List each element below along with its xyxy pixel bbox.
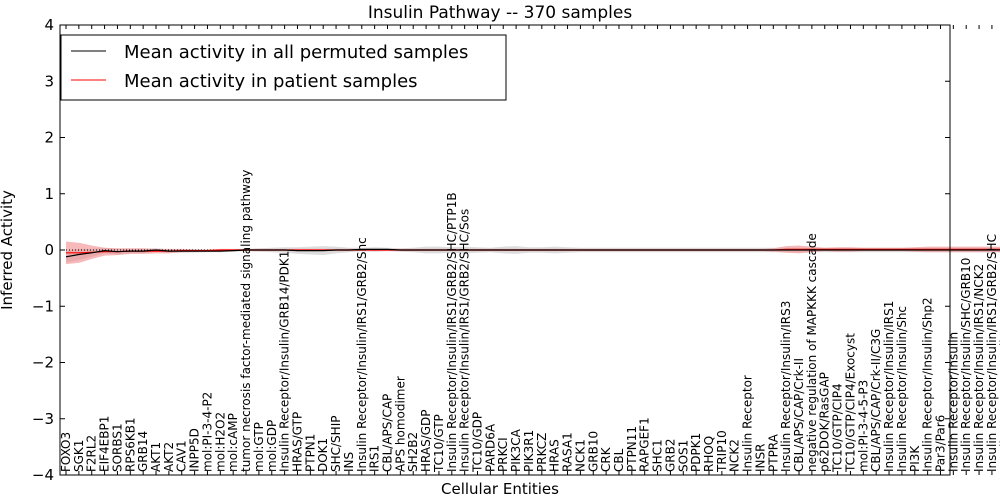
x-tick-label: IRS1: [368, 445, 382, 472]
x-tick-label: Insulin Receptor/Insulin/IRS1/GRB2/SHC/P…: [445, 192, 459, 472]
x-tick-label: Insulin Receptor/Insulin/Shc: [895, 306, 909, 472]
x-tick-label: SHC1: [651, 439, 665, 472]
legend-label-permuted: Mean activity in all permuted samples: [124, 42, 468, 63]
x-tick-label: mol:GDP: [265, 420, 279, 472]
x-tick-label: AKT1: [149, 442, 163, 472]
x-tick-label: CAV1: [175, 440, 189, 472]
x-tick-label: GRB10: [586, 431, 600, 472]
y-tick-label: 3: [44, 72, 54, 90]
x-tick-label: CBL: [612, 448, 626, 472]
x-tick-label: RASA1: [561, 432, 575, 472]
x-tick-label: mol:H2O2: [213, 412, 227, 472]
x-tick-label: PTPN11: [625, 426, 639, 472]
x-tick-label: Insulin Receptor/Insulin/IRS1/GRB2/SHC: [985, 234, 999, 472]
x-tick-label: TC10/GDP: [471, 412, 485, 473]
x-tick-label: Insulin Receptor/Insulin/SHC/GRB2/Sos1: [998, 232, 1000, 472]
x-tick-label: INS: [342, 452, 356, 472]
y-axis-label: Inferred Activity: [0, 190, 16, 310]
chart-title: Insulin Pathway -- 370 samples: [368, 3, 633, 23]
x-tick-label: SORBS1: [110, 423, 124, 472]
x-tick-label: FOXO3: [59, 432, 73, 472]
x-tick-labels: FOXO3SGK1F2RL2EIF4EBP1SORBS1RPS6KB1GRB14…: [59, 170, 1000, 473]
x-tick-label: AKT2: [162, 442, 176, 472]
x-tick-label: RAPGEF1: [638, 417, 652, 472]
x-tick-label: mol:PI-3-4-5-P3: [856, 380, 870, 472]
y-tick-label: −4: [32, 466, 54, 484]
x-tick-label: Insulin Receptor/Insulin/SHC/GRB10: [959, 258, 973, 472]
y-tick-label: 2: [44, 129, 54, 147]
x-tick-label: CRK: [599, 446, 613, 472]
x-tick-label: Insulin Receptor/Insulin/GRB14/PDK1: [278, 251, 292, 472]
x-tick-label: Insulin Receptor/Insulin/IRS3: [779, 301, 793, 472]
x-tick-label: SH2B2: [406, 432, 420, 472]
x-tick-label: NCK2: [728, 439, 742, 472]
y-tick-label: 0: [44, 241, 54, 259]
x-tick-label: INPP5D: [188, 428, 202, 472]
series-lines: [65, 248, 1000, 258]
y-tick-label: −2: [32, 354, 54, 372]
x-tick-label: SOS1: [676, 440, 690, 472]
x-tick-label: PDPK1: [689, 433, 703, 472]
legend: Mean activity in all permuted samples Me…: [60, 34, 507, 101]
x-tick-label: PARD6A: [483, 423, 497, 472]
x-tick-label: PIK3CA: [509, 428, 523, 472]
x-tick-label: Insulin Receptor/Insulin: [946, 332, 960, 472]
x-tick-label: p62DOK/RasGAP: [818, 372, 832, 472]
x-tick-label: Par3/Par6: [934, 415, 948, 472]
x-tick-label: NCK1: [573, 439, 587, 472]
y-tick-label: 1: [44, 185, 54, 203]
x-tick-label: GRB2: [663, 438, 677, 472]
x-tick-label: F2RL2: [85, 435, 99, 472]
x-tick-label: TC10/GTP/CIP4: [831, 383, 845, 473]
x-tick-label: HRAS/GTP: [291, 412, 305, 472]
y-tick-label: −3: [32, 410, 54, 428]
x-tick-label: PRKCI: [496, 437, 510, 472]
x-axis-label: Cellular Entities: [441, 480, 559, 498]
x-tick-label: PI3K: [908, 445, 922, 472]
x-tick-label: Insulin Receptor/Insulin/IRS1/GRB2/SHC/S…: [458, 209, 472, 472]
x-tick-label: EIF4EBP1: [98, 416, 112, 472]
x-tick-label: APS homodimer: [393, 376, 407, 472]
x-tick-label: mol:PI-3-4-P2: [201, 392, 215, 472]
x-tick-label: PTPN1: [303, 434, 317, 472]
y-tick-label: −1: [32, 297, 54, 315]
y-axis-ticks: −4 −3 −2 −1 0 1 2 3 4: [32, 16, 950, 484]
x-tick-label: CBL/APS/CAP/Crk-II: [792, 358, 806, 472]
x-tick-label: PRKCZ: [535, 433, 549, 472]
x-tick-label: TC10/GTP/CIP4/Exocyst: [844, 333, 858, 473]
x-tick-label: SHC/SHIP: [329, 416, 343, 472]
x-tick-label: DOK1: [316, 438, 330, 472]
x-tick-label: TRIP10: [715, 430, 729, 473]
x-tick-label: GRB14: [136, 431, 150, 472]
plot-frame: [59, 24, 951, 476]
legend-box: [60, 34, 507, 101]
x-tick-label: CBL/APS/CAP: [381, 394, 395, 472]
x-axis-ticks: [65, 25, 993, 475]
x-tick-label: mol:cAMP: [226, 413, 240, 472]
x-tick-label: RPS6KB1: [123, 417, 137, 472]
x-tick-label: INSR: [753, 444, 767, 472]
x-tick-label: Insulin Receptor/Insulin/IRS1/NCK2: [972, 264, 986, 472]
x-tick-label: PIK3R1: [522, 430, 536, 472]
x-tick-label: Insulin Receptor/Insulin/IRS1/GRB2/Shc: [355, 237, 369, 472]
x-tick-label: mol:GTP: [252, 422, 266, 472]
x-tick-label: SGK1: [72, 440, 86, 472]
x-tick-label: negative regulation of MAPKKK cascade: [805, 233, 819, 472]
x-tick-label: Insulin Receptor: [741, 375, 755, 472]
x-tick-label: CBL/APS/CAP/Crk-II/C3G: [869, 329, 883, 472]
x-tick-label: RHOQ: [702, 436, 716, 472]
y-tick-label: 4: [44, 16, 54, 34]
x-tick-label: PTPRA: [766, 433, 780, 472]
x-tick-label: TC10/GTP: [432, 414, 446, 473]
x-tick-label: Insulin Receptor/Insulin/IRS1: [882, 301, 896, 472]
series-line-permuted: [65, 248, 1000, 258]
x-tick-label: tumor necrosis factor-mediated signaling…: [239, 170, 253, 472]
x-tick-label: Insulin Receptor/Insulin/Shp2: [921, 297, 935, 472]
x-tick-label: HRAS: [548, 439, 562, 472]
legend-label-patient: Mean activity in patient samples: [124, 71, 418, 92]
x-tick-label: HRAS/GDP: [419, 409, 433, 472]
